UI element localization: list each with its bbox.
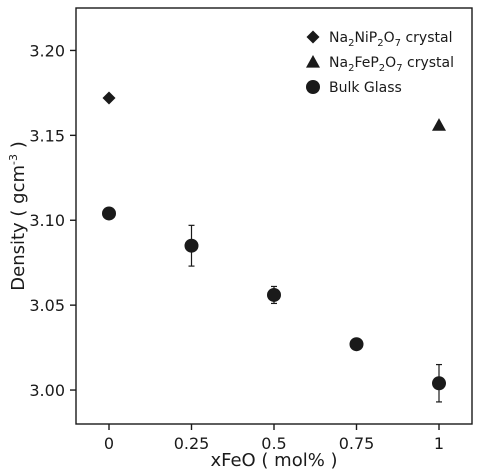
- data-points: [102, 91, 446, 403]
- legend-label-part: FeP: [354, 55, 378, 71]
- legend-label: Na2NiP2O7 crystal: [329, 30, 452, 49]
- y-tick-label: 3.15: [29, 126, 65, 145]
- legend-circle-marker: [306, 80, 320, 94]
- circle-point: [432, 376, 446, 391]
- y-axis-title-end: ): [8, 141, 29, 154]
- y-tick-label: 3.10: [29, 211, 65, 230]
- legend-label-part: 2: [377, 38, 383, 49]
- legend-label-part: 2: [348, 63, 354, 74]
- legend-label-part: 7: [396, 63, 402, 74]
- legend-label: Bulk Glass: [329, 80, 402, 96]
- y-tick-label: 3.00: [29, 381, 65, 400]
- y-tick-label: 3.05: [29, 296, 65, 315]
- legend-label-part: O: [384, 30, 395, 46]
- x-tick-label: 0.5: [261, 434, 286, 453]
- legend-triangle-marker: [306, 55, 320, 68]
- legend-label-part: 2: [379, 63, 385, 74]
- legend-label-part: crystal: [401, 30, 452, 46]
- y-axis-title-superscript: -3: [7, 154, 20, 165]
- x-axis: 0 0.25 0.5 0.75 1: [104, 424, 444, 453]
- diamond-point: [102, 91, 116, 105]
- circle-point: [267, 287, 281, 302]
- y-tick-label: 3.20: [29, 41, 65, 60]
- legend-label-part: 7: [395, 38, 401, 49]
- x-tick-label: 0.25: [174, 434, 210, 453]
- x-tick-label: 1: [434, 434, 444, 453]
- triangle-point: [432, 118, 446, 131]
- legend-diamond-marker: [306, 30, 320, 44]
- y-axis: 3.00 3.05 3.10 3.15 3.20: [29, 41, 76, 400]
- legend-label-part: Bulk Glass: [329, 80, 402, 96]
- circle-point: [184, 238, 199, 253]
- legend-label-part: O: [385, 55, 396, 71]
- circle-point: [102, 206, 116, 221]
- legend-label-part: Na: [329, 30, 348, 46]
- y-axis-title: Density ( gcm-3 ): [7, 141, 29, 290]
- legend-label: Na2FeP2O7 crystal: [329, 55, 454, 74]
- legend-label-part: Na: [329, 55, 348, 71]
- legend-label-part: NiP: [354, 30, 377, 46]
- y-axis-title-main: Density ( gcm: [8, 165, 29, 291]
- legend-label-part: 2: [348, 38, 354, 49]
- x-tick-label: 0: [104, 434, 114, 453]
- circle-point: [349, 337, 364, 352]
- x-tick-label: 0.75: [339, 434, 375, 453]
- legend-label-part: crystal: [403, 55, 454, 71]
- x-axis-title: xFeO ( mol% ): [210, 450, 337, 471]
